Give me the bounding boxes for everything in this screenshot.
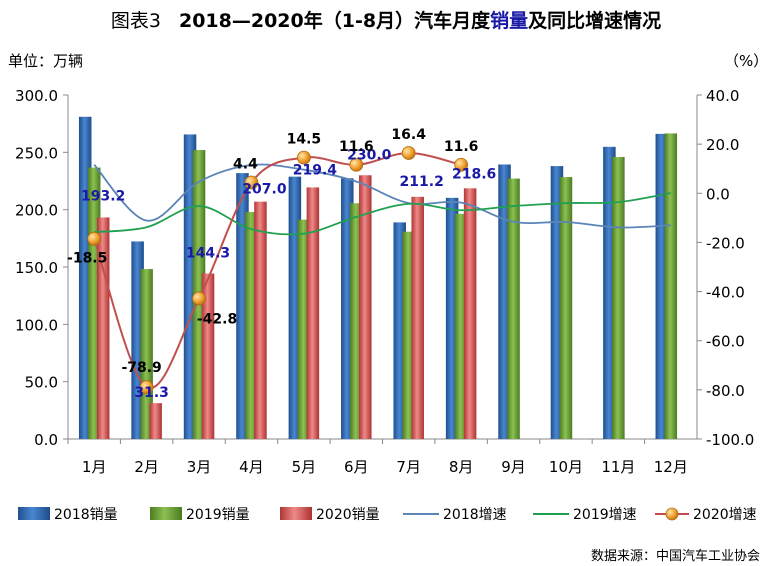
bar-2020销量 — [96, 217, 110, 439]
y-right-tick-label: 20.0 — [706, 136, 739, 154]
y-left-tick-label: 300.0 — [15, 87, 58, 105]
figure-number: 图表3 — [110, 10, 161, 32]
left-axis-unit: 单位：万辆 — [8, 52, 84, 70]
x-tick-label: 11月 — [601, 458, 635, 476]
bar-2019销量 — [559, 177, 573, 440]
growth-label-2020: -18.5 — [67, 251, 107, 267]
legend-swatch-2020销量 — [280, 507, 312, 520]
title-highlight: 销量 — [490, 10, 529, 32]
marker-2020增速 — [349, 157, 364, 172]
bar-value-label-2020: 207.0 — [242, 182, 287, 198]
y-left-tick-label: 0.0 — [34, 431, 58, 449]
bar-value-label-2020: 219.4 — [293, 162, 338, 178]
x-tick-label: 8月 — [449, 458, 474, 476]
data-source: 数据来源：中国汽车工业协会 — [590, 549, 760, 564]
bar-2019销量 — [664, 133, 678, 439]
legend-label: 2020销量 — [316, 507, 380, 523]
growth-label-2020: 4.4 — [233, 156, 258, 172]
bar-2020销量 — [306, 187, 320, 439]
bar-value-label-2020: 230.0 — [347, 147, 392, 163]
bar-2020销量 — [463, 188, 477, 439]
x-tick-label: 10月 — [549, 458, 583, 476]
y-right-tick-label: -100.0 — [706, 431, 754, 449]
legend-label: 2018销量 — [54, 507, 118, 523]
y-right-tick-label: -20.0 — [706, 234, 745, 252]
x-tick-label: 3月 — [187, 458, 212, 476]
legend-label: 2018增速 — [443, 507, 507, 523]
marker-2020增速 — [192, 291, 206, 306]
marker-2020增速 — [244, 175, 259, 190]
y-right-tick-label: -80.0 — [706, 382, 745, 400]
growth-label-2020: 14.5 — [287, 132, 322, 148]
legend-marker-2020增速 — [665, 507, 679, 521]
bar-2019销量 — [507, 178, 520, 440]
y-right-tick-label: 0.0 — [706, 185, 730, 203]
bar-2019销量 — [140, 269, 153, 439]
bar-value-label-2020: 144.3 — [186, 246, 230, 262]
y-right-tick-label: -60.0 — [706, 333, 745, 351]
chart-title: 图表3 2018—2020年（1-8月）汽车月度销量及同比增速情况 — [0, 6, 772, 33]
growth-label-2020: 11.6 — [339, 139, 374, 155]
line-2018增速 — [93, 163, 671, 229]
growth-label-2020: -42.8 — [197, 311, 237, 327]
bar-2020销量 — [411, 196, 424, 439]
x-tick-label: 4月 — [239, 458, 264, 476]
bar-value-label-2020: 31.3 — [134, 385, 169, 401]
bar-2020销量 — [359, 175, 372, 439]
title-part-a: 2018—2020年（1-8月）汽车月度 — [178, 10, 491, 32]
marker-2020增速 — [139, 380, 154, 395]
title-part-b: 及同比增速情况 — [528, 10, 662, 32]
y-left-tick-label: 250.0 — [15, 144, 58, 162]
x-tick-label: 12月 — [654, 458, 688, 476]
x-tick-label: 6月 — [344, 458, 369, 476]
x-tick-label: 2月 — [134, 458, 159, 476]
y-right-tick-label: 40.0 — [706, 87, 739, 105]
y-left-tick-label: 50.0 — [25, 374, 58, 392]
legend-label: 2020增速 — [693, 507, 757, 523]
bar-value-label-2020: 211.2 — [400, 174, 444, 190]
bar-value-label-2020: 193.2 — [81, 188, 125, 204]
x-tick-label: 5月 — [292, 458, 317, 476]
marker-2020增速 — [296, 150, 311, 165]
legend-swatch-2019销量 — [150, 507, 182, 520]
bar-2020销量 — [201, 273, 215, 439]
legend-swatch-2018销量 — [18, 507, 50, 520]
growth-label-2020: 11.6 — [444, 139, 479, 155]
marker-2020增速 — [454, 157, 469, 172]
y-left-tick-label: 200.0 — [15, 202, 58, 220]
growth-label-2020: -78.9 — [121, 360, 161, 376]
growth-label-2020: 16.4 — [391, 127, 426, 143]
bar-2020销量 — [254, 201, 267, 439]
x-tick-label: 9月 — [501, 458, 526, 476]
y-left-tick-label: 150.0 — [15, 259, 58, 277]
y-right-tick-label: -40.0 — [706, 284, 745, 302]
x-tick-label: 1月 — [82, 458, 107, 476]
right-axis-unit: （%） — [724, 52, 769, 70]
marker-2020增速 — [401, 146, 416, 160]
bar-value-label-2020: 218.6 — [452, 166, 496, 182]
bar-2020销量 — [149, 403, 162, 439]
x-tick-label: 7月 — [396, 458, 421, 476]
legend-label: 2019销量 — [186, 507, 250, 523]
legend-label: 2019增速 — [573, 507, 637, 523]
bar-2019销量 — [612, 157, 625, 439]
line-2019增速 — [94, 192, 671, 236]
y-left-tick-label: 100.0 — [15, 316, 58, 334]
marker-2020增速 — [87, 231, 102, 246]
